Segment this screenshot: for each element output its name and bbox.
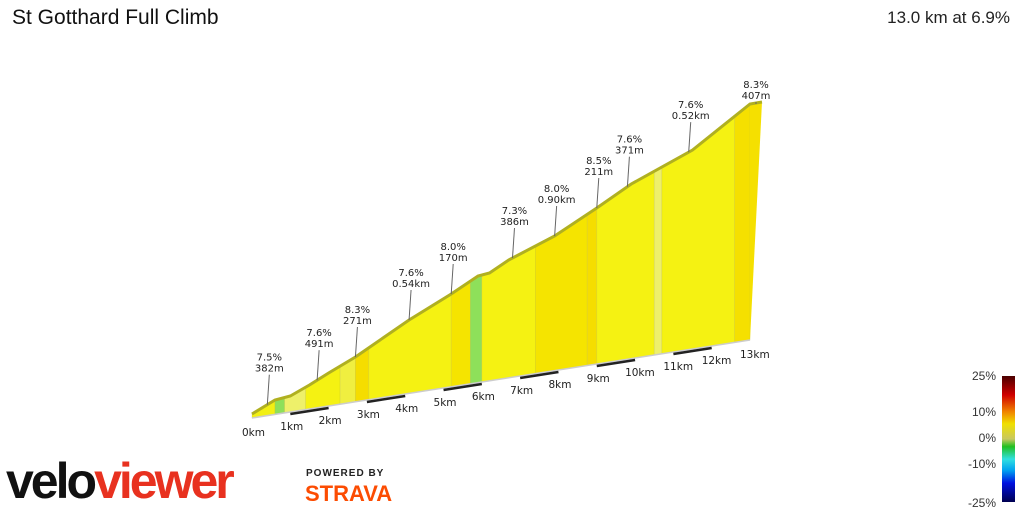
km-band: [290, 406, 329, 416]
annotation-length: 407m: [742, 91, 771, 102]
x-tick-label: 11km: [663, 361, 693, 373]
legend-label: 25%: [972, 369, 996, 383]
grade-segment: [481, 245, 536, 383]
baseline: [251, 339, 751, 419]
gradient-legend-bar: [1002, 376, 1015, 502]
annotation-grade: 7.5%: [257, 353, 282, 364]
profile-side-face: [750, 102, 762, 340]
strava-logo: STRAVA: [305, 481, 393, 506]
annotation-grade: 7.6%: [306, 328, 331, 339]
km-band: [673, 346, 712, 356]
annotation-leader: [450, 263, 454, 295]
km-band: [519, 370, 559, 380]
grade-segment: [596, 170, 655, 365]
grade-segment: [734, 103, 751, 343]
annotation-length: 271m: [343, 316, 372, 327]
x-tick-label: 1km: [280, 421, 303, 433]
x-tick-label: 8km: [548, 379, 571, 391]
annotation-leader: [408, 289, 412, 321]
x-tick-label: 7km: [510, 385, 533, 397]
legend-label: 0%: [979, 431, 997, 445]
km-band: [596, 358, 636, 368]
annotation-grade: 8.0%: [544, 184, 569, 195]
chart-title: St Gotthard Full Climb: [12, 6, 219, 29]
annotation-grade: 8.5%: [586, 156, 611, 167]
grade-segment: [535, 213, 588, 374]
annotation-grade: 7.6%: [678, 100, 703, 111]
annotation-grade: 7.3%: [502, 206, 527, 217]
annotation-length: 371m: [615, 146, 644, 157]
annotation-leader: [554, 205, 558, 237]
grade-segment: [661, 115, 735, 355]
climb-summary: 13.0 km at 6.9%: [887, 8, 1010, 27]
annotation-length: 211m: [584, 167, 613, 178]
grade-segment: [450, 280, 471, 388]
x-tick-label: 2km: [319, 415, 342, 427]
x-tick-label: 6km: [472, 391, 495, 403]
profile-top-edge: [251, 100, 763, 416]
annotation-grade: 7.6%: [398, 268, 423, 279]
x-tick-label: 5km: [434, 397, 457, 409]
km-band: [366, 394, 406, 404]
x-tick-label: 9km: [587, 373, 610, 385]
x-tick-label: 12km: [702, 355, 732, 367]
grade-segment: [470, 274, 483, 385]
x-tick-label: 0km: [242, 427, 265, 439]
annotation-length: 0.90km: [538, 195, 576, 206]
veloviewer-logo: veloviewer: [6, 452, 235, 510]
legend-label: -10%: [968, 457, 996, 471]
annotation-leader: [688, 122, 692, 153]
powered-by-label: POWERED BY: [306, 468, 385, 479]
grade-segment: [586, 207, 598, 366]
annotation-grade: 8.3%: [345, 305, 370, 316]
annotation-leader: [511, 227, 515, 259]
annotation-length: 170m: [439, 253, 468, 264]
x-tick-label: 10km: [625, 367, 655, 379]
annotation-grade: 7.6%: [617, 135, 642, 146]
annotation-leader: [626, 156, 630, 187]
annotation-leader: [316, 350, 320, 381]
grade-segment: [284, 386, 306, 414]
annotation-length: 0.54km: [392, 279, 430, 290]
annotation-leader: [354, 326, 358, 358]
annotation-length: 382m: [255, 364, 284, 375]
annotation-leader: [596, 177, 600, 209]
annotation-length: 491m: [305, 339, 334, 350]
annotation-grade: 8.0%: [440, 242, 465, 253]
logo-part: viewer: [94, 453, 235, 509]
grade-segment: [653, 166, 663, 356]
annotation-length: 0.52km: [672, 111, 710, 122]
x-tick-label: 4km: [395, 403, 418, 415]
annotation-length: 386m: [500, 217, 529, 228]
logo-part: velo: [6, 453, 97, 509]
legend-label: 10%: [972, 405, 996, 419]
x-tick-label: 3km: [357, 409, 380, 421]
annotation-leader: [266, 374, 270, 405]
annotation-grade: 8.3%: [743, 80, 768, 91]
legend-label: -25%: [968, 496, 996, 510]
km-band: [443, 382, 483, 392]
x-tick-label: 13km: [740, 349, 770, 361]
grade-segment: [305, 365, 341, 410]
